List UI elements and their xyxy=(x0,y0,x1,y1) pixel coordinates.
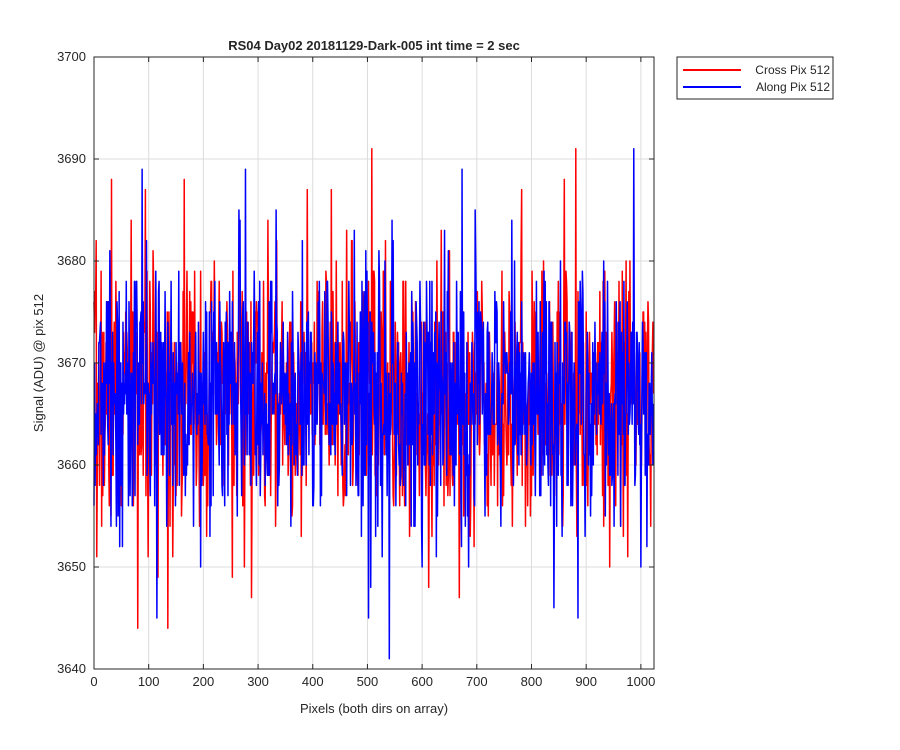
series-along-pix-512 xyxy=(93,148,655,660)
series-layer xyxy=(93,148,655,660)
x-axis-label: Pixels (both dirs on array) xyxy=(300,701,448,716)
x-tick-label: 1000 xyxy=(626,674,655,689)
x-tick-label: 100 xyxy=(138,674,160,689)
x-tick-label: 400 xyxy=(302,674,324,689)
y-tick-label: 3640 xyxy=(57,661,86,676)
x-tick-label: 700 xyxy=(466,674,488,689)
legend-label-cross: Cross Pix 512 xyxy=(755,63,830,77)
legend-box xyxy=(676,56,834,100)
x-tick-label: 200 xyxy=(193,674,215,689)
legend-label-along: Along Pix 512 xyxy=(756,80,830,94)
x-tick-label: 900 xyxy=(575,674,597,689)
x-tick-label: 500 xyxy=(357,674,379,689)
x-tick-label: 800 xyxy=(521,674,543,689)
y-tick-label: 3690 xyxy=(57,151,86,166)
x-tick-label: 300 xyxy=(247,674,269,689)
chart-title: RS04 Day02 20181129-Dark-005 int time = … xyxy=(228,38,520,53)
x-tick-label: 0 xyxy=(90,674,97,689)
y-tick-label: 3700 xyxy=(57,49,86,64)
y-tick-label: 3670 xyxy=(57,355,86,370)
y-tick-label: 3650 xyxy=(57,559,86,574)
y-tick-label: 3660 xyxy=(57,457,86,472)
y-tick-label: 3680 xyxy=(57,253,86,268)
y-axis-label: Signal (ADU) @ pix 512 xyxy=(31,294,46,432)
legend: Cross Pix 512 Along Pix 512 xyxy=(676,56,834,100)
x-tick-label: 600 xyxy=(411,674,433,689)
axis-ticks: 0 100 200 300 400 500 600 700 800 900 1000 3640 3650… xyxy=(57,49,655,689)
